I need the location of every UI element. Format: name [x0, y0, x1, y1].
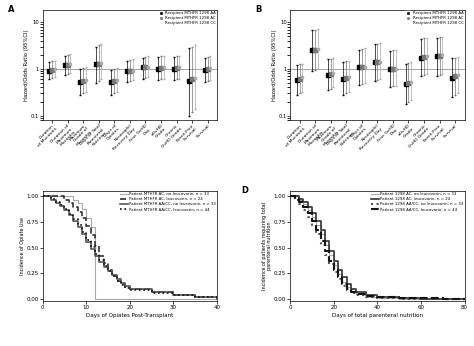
Y-axis label: Incidence of Opiate Use: Incidence of Opiate Use	[20, 217, 25, 275]
X-axis label: Days of total parenteral nutrition: Days of total parenteral nutrition	[332, 313, 423, 318]
Legend: Recipient MTHFR 1298 AA, Recipient MTHFR 1298 AC, Recipient MTHFR 1298 CC: Recipient MTHFR 1298 AA, Recipient MTHFR…	[404, 11, 464, 26]
Legend: Patient 1298 AC, no leucovorin; n = 33, Patient 1298 AC, leucovorin; n = 24, Pat: Patient 1298 AC, no leucovorin; n = 33, …	[371, 192, 464, 212]
Text: B: B	[255, 5, 262, 14]
Legend: Recipient MTHFR 1298 AA, Recipient MTHFR 1298 AC, Recipient MTHFR 1298 CC: Recipient MTHFR 1298 AA, Recipient MTHFR…	[156, 11, 217, 26]
Y-axis label: Hazard/Odds Ratio (95%CI): Hazard/Odds Ratio (95%CI)	[25, 29, 29, 101]
Text: D: D	[241, 186, 248, 195]
X-axis label: Days of Opiates Post-Transplant: Days of Opiates Post-Transplant	[86, 313, 173, 318]
Legend: Patient MTHFR AC, no leucovorin, n = 33, Patient MTHFR AC, leucovorin, n = 24, P: Patient MTHFR AC, no leucovorin, n = 33,…	[119, 192, 217, 212]
Y-axis label: Incidence of patients requiring total
parenteral nutrition: Incidence of patients requiring total pa…	[262, 202, 273, 290]
Y-axis label: Hazard/Odds Ratio (95%CI): Hazard/Odds Ratio (95%CI)	[272, 29, 277, 101]
Text: A: A	[8, 5, 14, 14]
